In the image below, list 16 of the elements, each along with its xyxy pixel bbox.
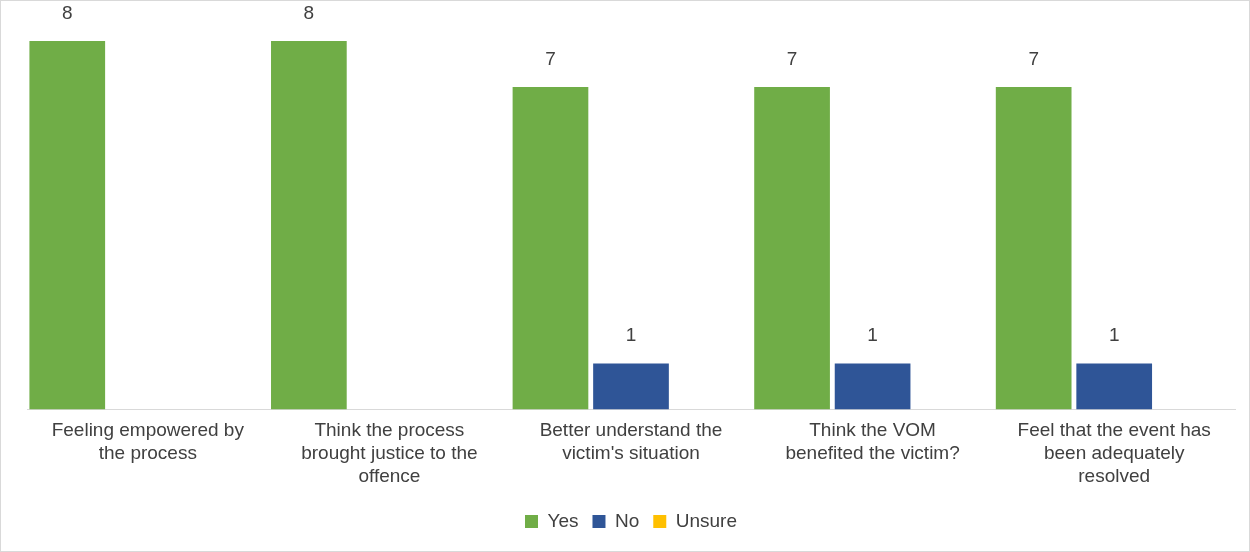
data-label: 7	[545, 47, 556, 69]
data-label: 7	[1028, 47, 1039, 69]
data-label: 8	[61, 1, 73, 23]
data-label: 1	[625, 324, 637, 346]
legend-label: Unsure	[675, 509, 738, 531]
x-tick-label: Better understand the victim's situation	[539, 419, 723, 464]
data-label: 7	[786, 47, 798, 69]
data-label: 1	[867, 324, 878, 346]
legend-label: No	[614, 509, 640, 531]
data-label: 1	[1108, 324, 1120, 346]
x-tick-label: Think the process brought justice to the offence	[301, 419, 478, 486]
legend-label: Yes	[547, 509, 579, 531]
x-tick-label: Feel that the event has been adequately resolved	[1017, 419, 1211, 486]
data-label: 8	[303, 1, 315, 23]
x-tick-label: Feeling empowered by the process	[51, 419, 245, 464]
x-tick-label: Think the VOM benefited the victim?	[785, 419, 960, 464]
